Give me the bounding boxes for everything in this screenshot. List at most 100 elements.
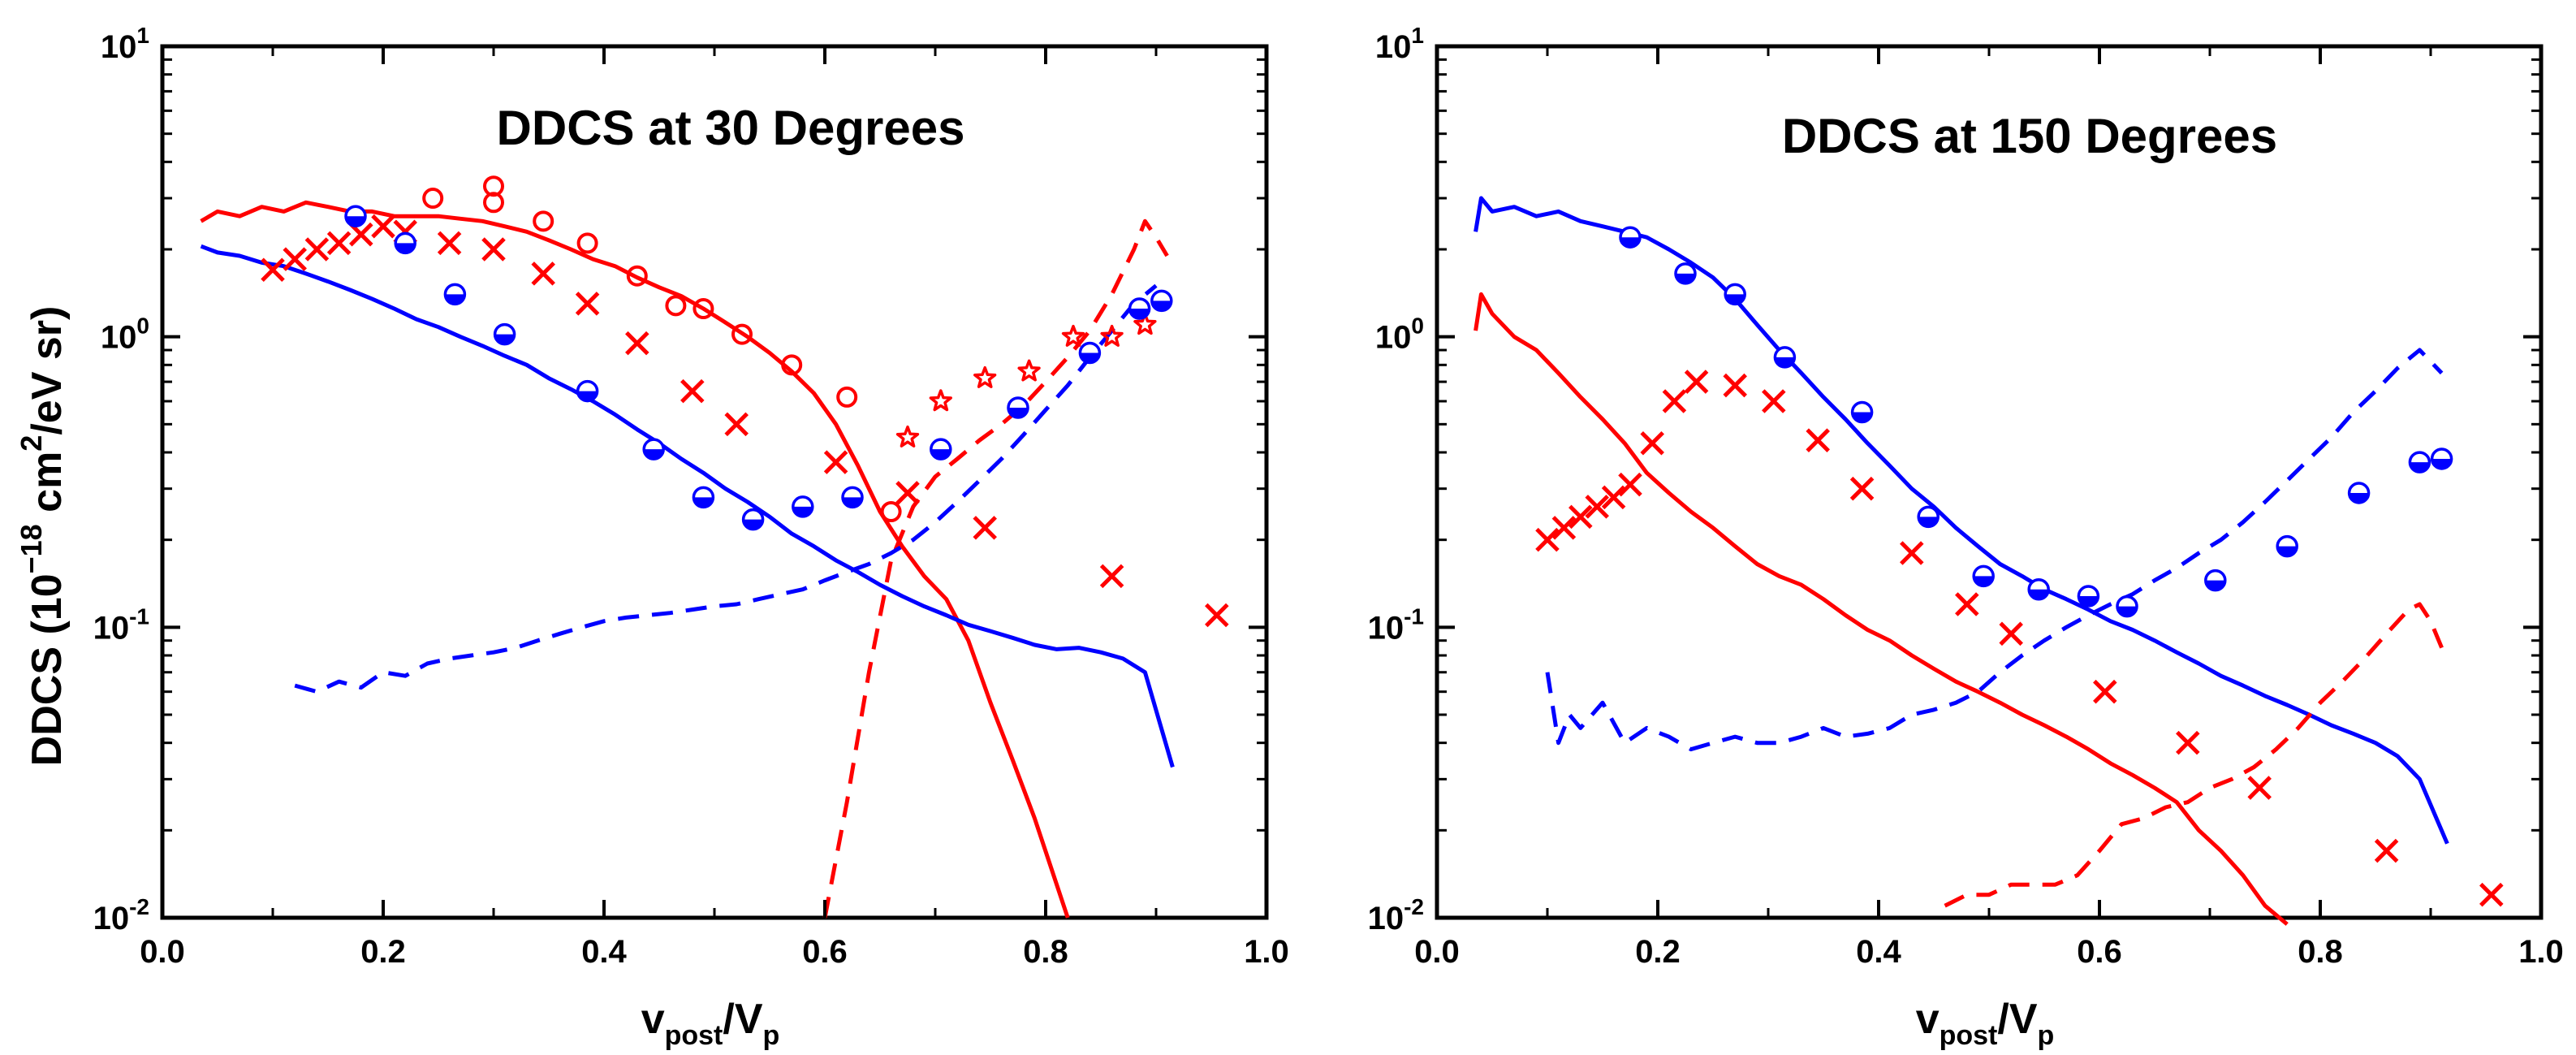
plot-marks-right xyxy=(1474,196,2504,926)
data-point-cross xyxy=(575,292,600,316)
data-point-half-filled-circle xyxy=(576,379,599,403)
data-point-cross xyxy=(531,262,555,286)
data-point-half-filled-circle xyxy=(344,205,367,227)
data-point-cross xyxy=(1551,516,1577,540)
x-tick-label: 0.2 xyxy=(360,934,406,970)
y-axis-label: DDCS (10−18 cm2/eV sr) xyxy=(15,306,71,767)
data-point-open-circle xyxy=(576,232,598,254)
data-point-half-filled-circle xyxy=(1674,262,1697,285)
data-point-cross xyxy=(1723,373,1747,398)
x-tick-label: 0.0 xyxy=(1414,934,1460,970)
data-point-half-filled-circle xyxy=(642,438,665,460)
data-point-star xyxy=(973,365,997,388)
series-line-red-solid xyxy=(200,200,1070,919)
data-point-cross xyxy=(625,331,649,356)
data-point-open-circle xyxy=(880,501,902,523)
data-point-cross xyxy=(1535,527,1560,552)
data-point-open-circle xyxy=(483,192,504,214)
series-line-blue-solid xyxy=(1474,196,2449,845)
data-point-half-filled-circle xyxy=(2430,448,2453,470)
data-point-star xyxy=(929,389,952,412)
chart-title-right: DDCS at 150 Degrees xyxy=(1782,109,2277,163)
data-point-half-filled-circle xyxy=(1078,341,1102,365)
data-point-half-filled-circle xyxy=(1972,564,1995,588)
data-point-half-filled-circle xyxy=(2347,482,2371,504)
y-tick-label: 10-2 xyxy=(1368,894,1424,936)
data-point-half-filled-circle xyxy=(1773,346,1797,369)
data-point-cross xyxy=(1999,621,2023,646)
y-tick-label: 10-2 xyxy=(93,894,149,936)
data-point-cross xyxy=(1205,603,1229,628)
plot-marks-left xyxy=(200,175,1229,919)
data-point-half-filled-circle xyxy=(741,508,765,531)
data-point-cross xyxy=(1618,472,1642,497)
plot-frame-right xyxy=(1435,44,2544,920)
data-point-open-circle xyxy=(626,265,648,287)
data-point-star xyxy=(1133,313,1157,335)
data-point-cross xyxy=(2247,776,2272,800)
y-tick-label: 10-1 xyxy=(1368,603,1424,646)
data-point-cross xyxy=(1568,504,1593,530)
data-point-half-filled-circle xyxy=(2408,451,2431,473)
data-point-half-filled-circle xyxy=(692,486,715,509)
data-point-cross xyxy=(304,237,330,262)
data-point-star xyxy=(1061,324,1085,347)
data-point-half-filled-circle xyxy=(2027,577,2050,601)
x-axis-label-right: vpost/Vp xyxy=(1916,996,2055,1051)
series-line-blue-dashed xyxy=(294,283,1158,694)
data-point-cross xyxy=(283,247,307,271)
data-point-cross xyxy=(1806,428,1830,452)
data-point-half-filled-circle xyxy=(443,283,467,306)
data-point-cross xyxy=(973,516,997,540)
data-point-cross xyxy=(1640,430,1664,456)
data-point-cross xyxy=(1849,476,1875,501)
data-point-cross xyxy=(895,481,920,505)
series-line-blue-dashed xyxy=(1545,348,2444,752)
data-point-half-filled-circle xyxy=(1724,283,1746,306)
data-point-star xyxy=(1017,359,1041,382)
data-point-half-filled-circle xyxy=(2116,595,2138,618)
data-point-half-filled-circle xyxy=(1850,400,1874,424)
chart-title-left: DDCS at 30 Degrees xyxy=(497,101,965,155)
x-tick-label: 0.4 xyxy=(581,934,627,970)
data-point-cross xyxy=(326,231,352,256)
data-point-half-filled-circle xyxy=(1007,396,1029,419)
y-tick-label: 101 xyxy=(1375,23,1424,65)
data-point-cross xyxy=(349,222,373,247)
data-point-cross xyxy=(2479,882,2504,907)
data-point-half-filled-circle xyxy=(792,495,814,518)
data-point-cross xyxy=(1900,541,1924,565)
data-point-open-circle xyxy=(836,386,858,408)
axis-ticks-right: 0.0 0.2 0.4 0.6 0.8 1.0 10-2 10-1 100 101 xyxy=(1368,23,2564,970)
data-point-cross xyxy=(2093,679,2117,704)
x-tick-label: 0.0 xyxy=(140,934,185,970)
data-point-open-circle xyxy=(781,354,803,376)
data-point-cross xyxy=(680,378,705,404)
data-point-cross xyxy=(1762,389,1786,413)
data-point-cross xyxy=(724,412,749,437)
data-point-open-circle xyxy=(665,295,687,317)
axis-ticks-left: 0.0 0.2 0.4 0.6 0.8 1.0 10-2 10-1 100 101 xyxy=(93,23,1289,970)
data-point-cross xyxy=(481,237,506,262)
data-point-half-filled-circle xyxy=(1619,226,1642,249)
data-point-star xyxy=(1100,324,1124,347)
x-tick-label: 0.6 xyxy=(802,934,848,970)
x-axis-label-left: vpost/Vp xyxy=(641,996,780,1051)
chart-panel-30-degrees: 0.0 0.2 0.4 0.6 0.8 1.0 10-2 10-1 100 101 DDCS at… xyxy=(15,23,1289,1051)
data-point-cross xyxy=(2374,838,2399,863)
data-point-cross xyxy=(1684,370,1709,394)
x-tick-label: 1.0 xyxy=(2518,934,2564,970)
data-point-cross xyxy=(823,450,848,474)
y-tick-label: 10-1 xyxy=(93,603,149,646)
x-tick-label: 0.6 xyxy=(2077,934,2122,970)
data-point-half-filled-circle xyxy=(2077,585,2100,607)
x-tick-label: 0.2 xyxy=(1635,934,1681,970)
y-tick-label: 100 xyxy=(101,313,149,356)
x-tick-label: 0.4 xyxy=(1856,934,1901,970)
x-tick-label: 1.0 xyxy=(1244,934,1289,970)
data-point-half-filled-circle xyxy=(1150,289,1173,313)
x-tick-label: 0.8 xyxy=(1023,934,1068,970)
data-point-cross xyxy=(2176,730,2200,755)
data-point-cross xyxy=(1585,495,1609,519)
